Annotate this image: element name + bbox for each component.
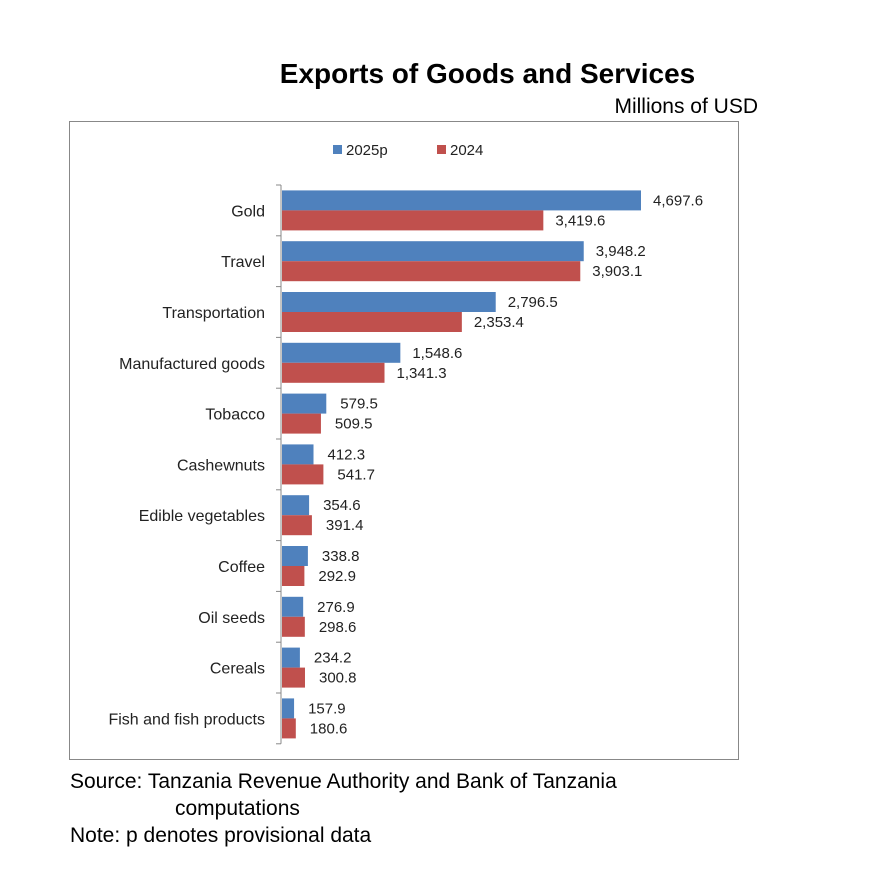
legend-swatch-2024 (437, 145, 446, 154)
legend-swatch-2025p (333, 145, 342, 154)
bar-2025p (282, 190, 641, 211)
bar-2025p (282, 241, 584, 262)
legend-label-2025p: 2025p (346, 142, 388, 159)
bar-2025p (282, 647, 300, 668)
data-label-2025p: 4,697.6 (653, 192, 703, 209)
category-label: Oil seeds (198, 610, 265, 627)
bar-2024 (282, 718, 296, 739)
data-label-2024: 2,353.4 (474, 314, 524, 331)
chart-title: Exports of Goods and Services (279, 58, 696, 89)
category-label: Coffee (218, 559, 265, 576)
legend-label-2024: 2024 (450, 142, 483, 159)
category-label: Travel (221, 254, 265, 271)
data-label-2024: 3,419.6 (555, 212, 605, 229)
data-label-2025p: 3,948.2 (596, 243, 646, 260)
bar-2024 (282, 362, 385, 383)
category-label: Manufactured goods (119, 356, 265, 373)
category-label: Gold (231, 203, 265, 220)
data-label-2025p: 157.9 (308, 700, 346, 717)
unit-label: Millions of USD (614, 95, 758, 118)
category-label: Cereals (210, 661, 265, 678)
category-label: Edible vegetables (139, 508, 265, 525)
bar-2024 (282, 261, 581, 282)
data-label-2025p: 2,796.5 (508, 294, 558, 311)
data-label-2024: 509.5 (335, 416, 373, 433)
bar-2025p (282, 495, 310, 516)
data-label-2025p: 338.8 (322, 548, 360, 565)
data-label-2025p: 234.2 (314, 650, 352, 667)
bar-2024 (282, 667, 305, 688)
bar-2025p (282, 596, 304, 617)
bar-2025p (282, 444, 314, 465)
data-label-2025p: 412.3 (328, 446, 366, 463)
data-label-2024: 298.6 (319, 619, 357, 636)
bar-2024 (282, 413, 321, 434)
source-text: Source: Tanzania Revenue Authority and B… (70, 770, 617, 793)
category-label: Fish and fish products (108, 711, 265, 728)
category-label: Cashewnuts (177, 457, 265, 474)
note-text: Note: p denotes provisional data (70, 824, 372, 847)
data-label-2024: 292.9 (318, 568, 356, 585)
source-text-cont: computations (175, 797, 300, 820)
data-label-2024: 541.7 (337, 466, 375, 483)
bar-2025p (282, 393, 327, 414)
data-label-2025p: 579.5 (340, 396, 378, 413)
data-label-2025p: 276.9 (317, 599, 355, 616)
bar-2024 (282, 616, 305, 637)
bar-2025p (282, 546, 308, 566)
bar-2024 (282, 312, 462, 332)
bar-2025p (282, 698, 295, 719)
bar-2024 (282, 566, 305, 586)
bar-2025p (282, 342, 401, 363)
bar-2024 (282, 210, 544, 231)
data-label-2024: 3,903.1 (592, 263, 642, 280)
category-label: Transportation (162, 305, 265, 322)
bar-2025p (282, 292, 496, 312)
data-label-2024: 300.8 (319, 670, 357, 687)
data-label-2024: 180.6 (310, 720, 348, 737)
category-label: Tobacco (205, 407, 265, 424)
footer: Source: Tanzania Revenue Authority and B… (70, 768, 617, 849)
data-label-2025p: 354.6 (323, 497, 361, 514)
bar-2024 (282, 464, 324, 485)
data-label-2024: 1,341.3 (397, 365, 447, 382)
bar-2024 (282, 515, 312, 536)
data-label-2025p: 1,548.6 (412, 345, 462, 362)
chart-frame (69, 121, 739, 760)
data-label-2024: 391.4 (326, 517, 364, 534)
